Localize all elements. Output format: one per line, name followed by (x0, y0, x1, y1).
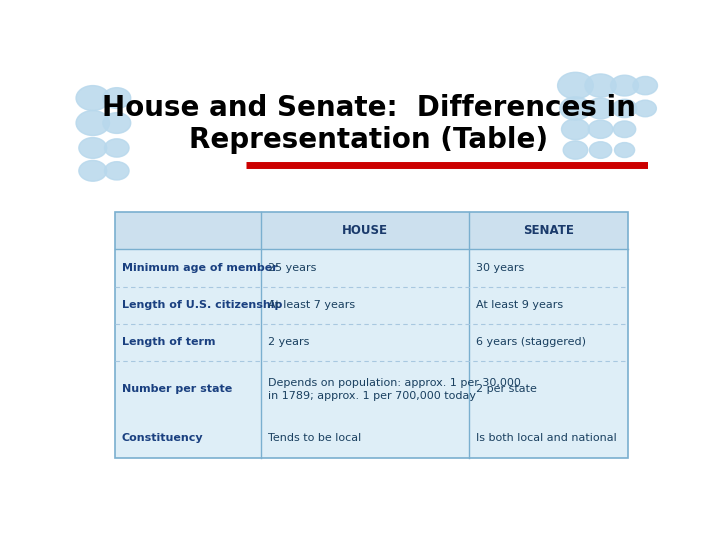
Text: Tends to be local: Tends to be local (268, 433, 361, 443)
Text: House and Senate:  Differences in: House and Senate: Differences in (102, 94, 636, 123)
Circle shape (104, 139, 129, 157)
Text: SENATE: SENATE (523, 225, 575, 238)
Text: Is both local and national: Is both local and national (476, 433, 617, 443)
Bar (115, 249, 261, 287)
Text: 30 years: 30 years (476, 263, 524, 273)
Circle shape (615, 143, 634, 158)
Text: Constituency: Constituency (122, 433, 204, 443)
Text: 25 years: 25 years (268, 263, 317, 273)
Circle shape (613, 121, 636, 138)
Circle shape (634, 100, 657, 117)
Bar (115, 361, 261, 418)
Circle shape (103, 87, 131, 109)
Bar (261, 212, 469, 249)
Bar (261, 418, 469, 458)
Bar (469, 212, 629, 249)
Circle shape (76, 85, 109, 111)
Bar (469, 287, 629, 323)
Bar (469, 249, 629, 287)
Text: At least 7 years: At least 7 years (268, 300, 355, 310)
Circle shape (560, 97, 591, 120)
Circle shape (103, 113, 131, 133)
Text: 6 years (staggered): 6 years (staggered) (476, 337, 586, 347)
Bar (115, 212, 629, 458)
Circle shape (611, 75, 639, 96)
Circle shape (76, 111, 109, 136)
Bar (469, 361, 629, 418)
Text: Length of term: Length of term (122, 337, 215, 347)
Text: 2 years: 2 years (268, 337, 310, 347)
Circle shape (590, 141, 612, 158)
Bar (261, 323, 469, 361)
Text: Number per state: Number per state (122, 384, 232, 394)
Bar (115, 323, 261, 361)
Bar (115, 212, 261, 249)
Bar (115, 418, 261, 458)
Bar (261, 249, 469, 287)
Circle shape (79, 160, 107, 181)
Circle shape (587, 98, 615, 119)
Circle shape (588, 120, 613, 138)
Bar (469, 323, 629, 361)
Bar (469, 418, 629, 458)
Circle shape (612, 99, 636, 118)
Circle shape (562, 119, 590, 140)
Bar (261, 361, 469, 418)
Bar (115, 287, 261, 323)
Text: Length of U.S. citizenship: Length of U.S. citizenship (122, 300, 282, 310)
Text: HOUSE: HOUSE (343, 225, 388, 238)
Circle shape (563, 141, 588, 159)
Circle shape (585, 74, 616, 97)
Text: Minimum age of member: Minimum age of member (122, 263, 277, 273)
Circle shape (633, 77, 657, 94)
Text: 2 per state: 2 per state (476, 384, 537, 394)
Bar (261, 287, 469, 323)
Circle shape (104, 161, 129, 180)
Circle shape (79, 138, 107, 158)
Text: At least 9 years: At least 9 years (476, 300, 563, 310)
Text: Depends on population: approx. 1 per 30,000
in 1789; approx. 1 per 700,000 today: Depends on population: approx. 1 per 30,… (268, 377, 521, 401)
Circle shape (557, 72, 593, 99)
Text: Representation (Table): Representation (Table) (189, 126, 549, 154)
